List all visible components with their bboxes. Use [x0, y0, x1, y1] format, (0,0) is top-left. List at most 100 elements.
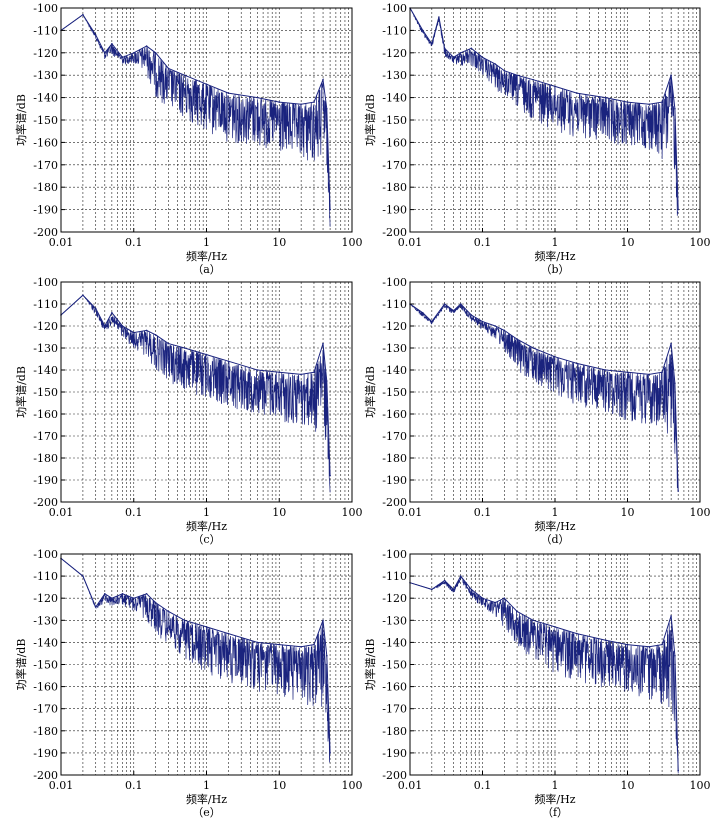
- data-point: [322, 342, 324, 345]
- data-point: [494, 325, 497, 327]
- y-tick-label: -100: [382, 2, 407, 15]
- data-point: [554, 356, 556, 358]
- y-tick-label: -140: [33, 364, 58, 377]
- data-point: [313, 643, 315, 646]
- data-point: [111, 43, 113, 45]
- data-point: [452, 588, 455, 591]
- panel-caption: （b）: [540, 263, 569, 276]
- y-axis-label: 功率谱/dB: [363, 366, 377, 418]
- spectrum-series: [409, 576, 679, 774]
- data-point: [470, 314, 473, 316]
- data-point: [104, 593, 106, 595]
- y-tick-label: -190: [382, 204, 407, 217]
- data-point: [326, 654, 328, 657]
- data-point: [431, 43, 433, 45]
- data-point: [481, 320, 484, 323]
- y-tick-label: -110: [33, 298, 58, 311]
- data-point: [516, 610, 518, 613]
- y-tick-label: -120: [33, 592, 58, 605]
- data-point: [227, 92, 230, 94]
- data-point: [431, 588, 433, 591]
- x-tick-label: 10: [621, 506, 635, 519]
- x-tick-label: 10: [272, 779, 286, 792]
- data-point: [422, 312, 424, 314]
- spectrum-series: [409, 303, 679, 492]
- y-axis-label: 功率谱/dB: [14, 94, 28, 146]
- y-tick-label: -120: [382, 320, 407, 333]
- x-tick-label: 100: [690, 779, 711, 792]
- y-tick-label: -160: [33, 681, 58, 694]
- data-point: [133, 597, 135, 599]
- y-tick-label: -200: [33, 769, 58, 782]
- y-tick-label: -110: [382, 570, 407, 583]
- data-point: [133, 52, 135, 54]
- data-point: [167, 342, 170, 345]
- chart-panel-d: 0.01 0.1 1 10 100 -100 -110 -120 -130 -140 -150 -16…: [363, 276, 711, 546]
- data-point: [674, 108, 676, 110]
- y-tick-label: -170: [382, 430, 407, 443]
- y-tick-label: -140: [382, 364, 407, 377]
- data-point: [278, 101, 281, 103]
- x-tick-label: 100: [342, 779, 363, 792]
- x-tick-label: 0.01: [398, 506, 423, 519]
- data-point: [313, 371, 315, 374]
- data-point: [670, 342, 672, 345]
- y-tick-label: -180: [33, 181, 58, 194]
- x-tick-label: 0.1: [474, 779, 492, 792]
- x-axis-label: 频率/Hz: [186, 249, 227, 263]
- y-tick-label: -150: [382, 386, 407, 399]
- data-point: [452, 309, 455, 312]
- data-point: [470, 588, 473, 591]
- data-point: [648, 646, 651, 648]
- x-tick-label: 0.1: [474, 236, 492, 249]
- data-point: [503, 329, 506, 332]
- x-axis-label: 频率/Hz: [534, 249, 575, 263]
- y-tick-label: -190: [382, 747, 407, 760]
- spectrum-envelope: [60, 294, 331, 476]
- x-tick-label: 0.01: [49, 779, 74, 792]
- y-tick-label: -130: [33, 614, 58, 627]
- y-axis-label: 功率谱/dB: [363, 639, 377, 691]
- y-tick-label: -140: [382, 92, 407, 105]
- y-tick-label: -120: [33, 320, 58, 333]
- data-point: [300, 373, 302, 376]
- spectrum-envelope: [60, 13, 331, 210]
- x-tick-label: 0.1: [125, 506, 143, 519]
- data-point: [326, 380, 328, 382]
- data-point: [674, 654, 676, 657]
- y-tick-label: -130: [33, 69, 58, 82]
- data-point: [452, 56, 455, 59]
- data-point: [326, 108, 328, 110]
- data-point: [661, 371, 663, 374]
- data-point: [503, 597, 506, 599]
- y-tick-label: -120: [33, 47, 58, 60]
- data-point: [322, 78, 324, 81]
- x-axis-label: 频率/Hz: [534, 792, 575, 806]
- y-tick-label: -150: [382, 659, 407, 672]
- data-point: [670, 615, 672, 617]
- data-point: [516, 74, 518, 76]
- y-tick-label: -180: [382, 725, 407, 738]
- data-point: [677, 769, 679, 772]
- data-point: [554, 626, 556, 628]
- data-point: [227, 632, 230, 635]
- y-tick-label: -100: [382, 548, 407, 561]
- y-tick-label: -120: [382, 592, 407, 605]
- data-point: [648, 373, 651, 376]
- y-tick-label: -120: [382, 47, 407, 60]
- y-tick-label: -150: [382, 114, 407, 127]
- data-point: [256, 641, 259, 644]
- data-point: [626, 101, 629, 103]
- y-tick-label: -160: [33, 408, 58, 421]
- data-point: [576, 92, 578, 94]
- data-point: [300, 103, 302, 106]
- data-point: [121, 56, 124, 59]
- x-tick-label: 1: [552, 236, 559, 249]
- chart-panel-f: 0.01 0.1 1 10 100 -100 -110 -120 -130 -140 -150 -16…: [363, 548, 711, 819]
- data-point: [183, 619, 186, 622]
- y-tick-label: -180: [382, 181, 407, 194]
- data-point: [604, 639, 607, 641]
- x-tick-label: 0.1: [474, 506, 492, 519]
- spectrum-series: [409, 7, 679, 216]
